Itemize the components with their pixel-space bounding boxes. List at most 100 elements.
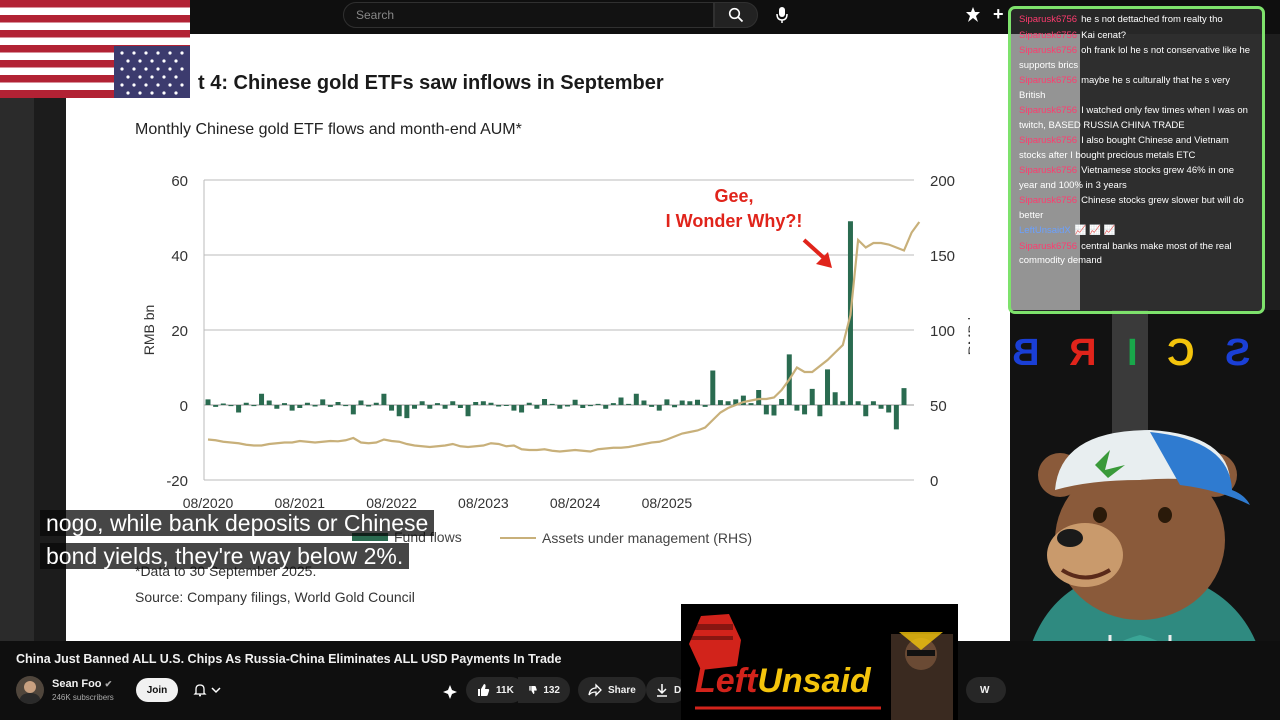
search-button[interactable] — [714, 2, 758, 28]
flow-bar — [496, 405, 502, 407]
flow-bar — [519, 405, 525, 413]
flow-bar — [335, 402, 341, 405]
x-tick-label: 08/2020 — [183, 495, 234, 511]
flow-bar — [442, 405, 448, 409]
download-icon — [657, 684, 667, 697]
brics-letter: S — [1224, 332, 1251, 374]
flow-bar — [756, 390, 762, 405]
flow-bar — [740, 395, 746, 405]
chat-username[interactable]: Siparusk6756 — [1019, 29, 1078, 41]
flow-bar — [794, 405, 800, 411]
flow-bar — [901, 388, 907, 405]
aum-line — [207, 221, 921, 453]
chat-username[interactable]: Siparusk6756 — [1019, 14, 1078, 25]
flow-bar — [465, 405, 471, 417]
x-tick-label: 08/2021 — [274, 495, 325, 511]
flow-bar — [350, 405, 356, 415]
flow-bar — [878, 405, 884, 409]
like-button[interactable]: 11K — [466, 677, 524, 703]
flow-bar — [771, 405, 777, 416]
chat-username[interactable]: Siparusk6756 — [1019, 45, 1078, 56]
flow-bar — [863, 405, 869, 417]
channel-name[interactable]: Sean Foo ✔ — [52, 678, 112, 690]
chat-username[interactable]: Siparusk6756 — [1019, 135, 1078, 146]
more-actions-button[interactable]: W — [966, 677, 1006, 703]
flow-bar — [763, 405, 769, 415]
y-tick-label: 60 — [171, 173, 188, 190]
caption-line1: nogo, while bank deposits or Chinese — [40, 510, 435, 536]
chat-message: Siparusk6756 Chinese stocks grew slower b… — [1019, 194, 1254, 223]
flow-bar — [641, 400, 647, 405]
subtitle-caption: nogo, while bank deposits or Chinese bon… — [40, 507, 500, 573]
flow-bar — [870, 401, 876, 405]
subscribe-bell-button[interactable] — [184, 678, 230, 702]
flow-bar — [220, 403, 226, 405]
legend-aum: Assets under management (RHS) — [500, 530, 752, 546]
y-tick-label: 0 — [180, 398, 188, 415]
chat-username[interactable]: Siparusk6756 — [1019, 105, 1078, 116]
chat-text: oh frank lol he s not conservative like … — [1019, 45, 1251, 71]
y-tick-label: -20 — [166, 473, 188, 490]
flow-bar — [832, 392, 838, 405]
dislike-button[interactable]: 132 — [518, 677, 570, 703]
voice-search-button[interactable] — [767, 2, 797, 28]
chat-username[interactable]: Siparusk6756 — [1019, 165, 1078, 176]
flow-bar — [266, 400, 272, 405]
flow-bar — [297, 405, 303, 408]
sparkle-icon[interactable] — [442, 684, 458, 700]
chat-message: Siparusk6756 oh frank lol he s not conser… — [1019, 44, 1254, 73]
chat-message: LeftUnsaidX 📈 📈 📈 — [1019, 224, 1254, 239]
flow-bar — [733, 399, 739, 405]
flow-bar — [473, 402, 479, 405]
flow-bar — [679, 400, 685, 405]
flow-bar — [687, 401, 693, 405]
y2-tick-label: 150 — [930, 248, 955, 265]
annotation: Gee, I Wonder Why?! — [640, 184, 828, 234]
flow-bar — [725, 401, 731, 405]
y2-tick-label: 50 — [930, 398, 947, 415]
download-label: D — [674, 684, 682, 696]
channel-name-text[interactable]: Sean Foo — [52, 678, 102, 690]
chat-username[interactable]: LeftUnsaidX — [1019, 225, 1071, 236]
download-button[interactable]: D — [646, 677, 686, 703]
share-button[interactable]: Share — [578, 677, 646, 703]
chat-text: he s not dettached from realty tho — [1081, 14, 1223, 25]
flow-bar — [381, 393, 387, 405]
chat-username[interactable]: Siparusk6756 — [1019, 75, 1078, 86]
search-input[interactable] — [344, 3, 713, 27]
chat-username[interactable]: Siparusk6756 — [1019, 195, 1078, 206]
chat-text: I also bought Chinese and Vietnam stocks… — [1019, 135, 1229, 161]
flow-bar — [320, 399, 326, 405]
search-box[interactable] — [343, 2, 714, 28]
flow-bar — [526, 402, 532, 405]
chat-text: I watched only few times when I was on t… — [1019, 105, 1248, 131]
y2-tick-label: 200 — [930, 173, 955, 190]
flow-bar — [389, 405, 395, 411]
flow-bar — [840, 401, 846, 405]
leftunsaid-logo-overlay: LeftUnsaid — [681, 604, 958, 720]
chart-title: Monthly Chinese gold ETF flows and month… — [135, 121, 522, 138]
add-icon[interactable]: + — [993, 4, 1004, 24]
live-chat-panel: Siparusk6756 he s not dettached from real… — [1008, 6, 1265, 314]
chat-text: Kai cenat? — [1081, 29, 1127, 41]
flow-bar — [373, 402, 379, 405]
flow-bar — [817, 405, 823, 417]
flow-bar — [580, 405, 586, 408]
chat-message: Siparusk6756 maybe he s culturally that h… — [1019, 74, 1254, 103]
brics-letter: C — [1167, 332, 1195, 374]
chat-username[interactable]: Siparusk6756 — [1019, 240, 1078, 252]
create-icon[interactable] — [963, 5, 983, 25]
presentation-slide — [66, 34, 1080, 641]
y2-axis-label: RMB bn — [965, 305, 970, 356]
flow-bar — [893, 405, 899, 430]
flow-bar — [289, 405, 295, 411]
channel-avatar[interactable] — [16, 676, 44, 704]
flow-bar — [358, 400, 364, 405]
flow-bar — [412, 405, 418, 409]
chat-text: 📈 📈 📈 — [1074, 225, 1116, 236]
chat-text: Chinese stocks grew slower but will do b… — [1019, 195, 1244, 221]
join-button[interactable]: Join — [136, 678, 178, 702]
flow-bar — [511, 405, 517, 411]
flow-bar — [542, 399, 548, 405]
